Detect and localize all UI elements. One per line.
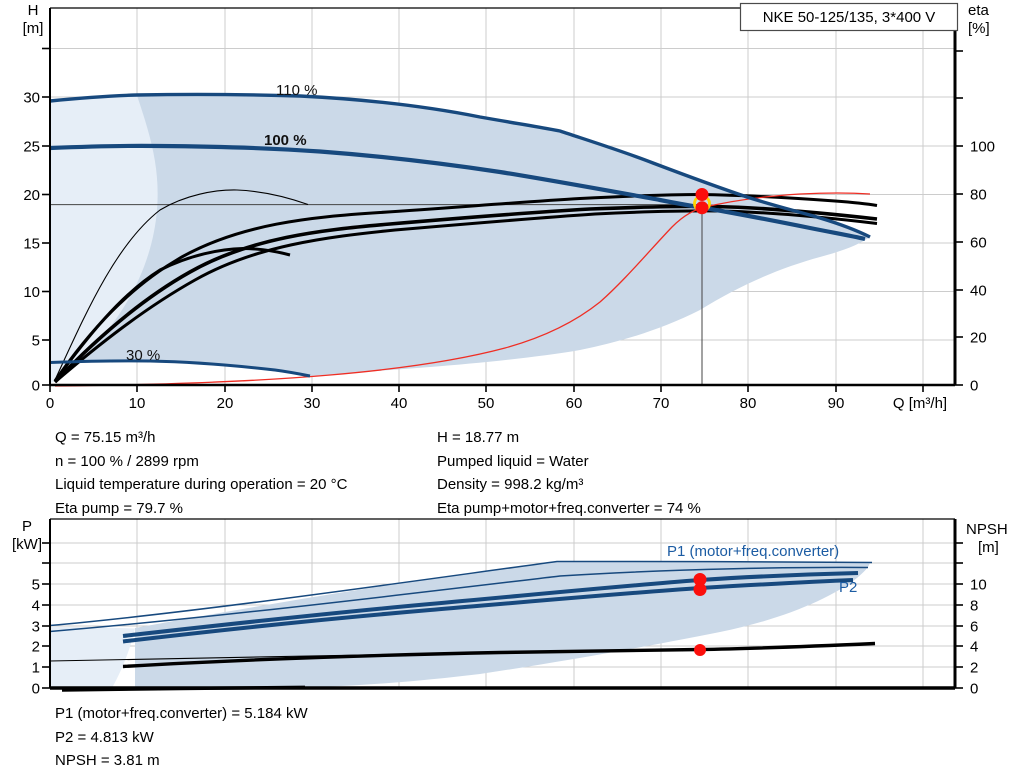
label-speed-30: 30 % — [126, 347, 160, 364]
svg-text:5: 5 — [32, 577, 40, 594]
duty-point-head[interactable] — [695, 201, 709, 215]
bottom-chart-frame — [49, 518, 957, 690]
svg-text:3: 3 — [32, 619, 40, 636]
pump-title-box — [739, 2, 959, 32]
npsh-curve — [122, 641, 876, 669]
p2-curve — [122, 578, 854, 644]
label-speed-100: 100 % — [264, 132, 307, 149]
readout-head: H = 18.77 m — [437, 429, 520, 446]
svg-text:4: 4 — [32, 598, 40, 615]
readout-p2: P2 = 4.813 kW — [55, 728, 154, 746]
svg-text:90: 90 — [828, 395, 845, 412]
npsh-axis-label-unit: [m] — [978, 539, 999, 556]
svg-text:60: 60 — [566, 395, 583, 412]
h-axis-label-unit: [m] — [23, 20, 44, 37]
svg-text:50: 50 — [478, 395, 495, 412]
label-p2-curve: P2 — [839, 579, 857, 596]
svg-text:8: 8 — [970, 598, 978, 615]
top-chart-ticks — [42, 47, 963, 392]
top-chart-frame — [49, 7, 957, 387]
p1-110-boundary-curve — [49, 560, 873, 627]
bottom-chart: 5 4 3 2 1 0 10 8 6 4 2 0 P [kW] NPSH [m]… — [12, 518, 1008, 698]
svg-text:0: 0 — [32, 681, 40, 698]
svg-text:40: 40 — [391, 395, 408, 412]
svg-text:2: 2 — [32, 639, 40, 656]
duty-point-eta-pump[interactable] — [695, 188, 709, 201]
svg-text:15: 15 — [23, 236, 40, 253]
eta-total-curve — [54, 192, 871, 387]
svg-text:6: 6 — [970, 619, 978, 636]
eta-axis-label-symbol: eta — [968, 2, 990, 19]
readout-eta-total: Eta pump+motor+freq.converter = 74 % — [437, 499, 701, 517]
eta-axis-tick-labels: 100 80 60 40 20 0 — [970, 139, 995, 395]
h-axis-label-symbol: H — [28, 2, 39, 19]
readout-eta-pump: Eta pump = 79.7 % — [55, 499, 183, 517]
svg-text:25: 25 — [23, 139, 40, 156]
p-axis-tick-labels: 5 4 3 2 1 0 — [32, 577, 40, 698]
power-readout-block: P1 (motor+freq.converter) = 5.184 kW P2 … — [55, 702, 308, 773]
svg-text:70: 70 — [653, 395, 670, 412]
h-axis-tick-labels: 30 25 20 15 10 5 0 — [23, 90, 40, 395]
speed-curve-100 — [49, 143, 866, 242]
duty-readout-right-column: H = 18.77 m Pumped liquid = Water Densit… — [437, 426, 701, 520]
svg-text:10: 10 — [23, 284, 40, 301]
svg-text:30: 30 — [23, 90, 40, 107]
duty-readout-left-column: Q = 75.15 m³/h n = 100 % / 2899 rpm Liqu… — [55, 426, 347, 520]
p-axis-label-symbol: P — [22, 518, 32, 535]
eta-curve-thin-small — [54, 189, 309, 381]
svg-text:0: 0 — [32, 378, 40, 395]
speed-curve-110 — [49, 92, 871, 239]
bottom-chart-ticks — [42, 542, 963, 689]
label-speed-110: 110 % — [276, 82, 317, 99]
readout-p1: P1 (motor+freq.converter) = 5.184 kW — [55, 705, 308, 722]
p1-curve — [122, 571, 859, 638]
eta-axis-label-unit: [%] — [968, 20, 990, 37]
svg-text:0: 0 — [970, 378, 978, 395]
operating-envelope — [50, 94, 870, 377]
svg-text:100: 100 — [970, 139, 995, 156]
svg-text:1: 1 — [32, 660, 40, 677]
pump-title: NKE 50-125/135, 3*400 V — [763, 9, 936, 26]
p1-aux-curve — [49, 566, 869, 633]
svg-text:30: 30 — [304, 395, 321, 412]
q-axis-tick-labels: 0 10 20 30 40 50 60 70 80 90 — [46, 395, 845, 412]
svg-text:20: 20 — [970, 330, 987, 347]
q-axis-label: Q [m³/h] — [893, 395, 947, 412]
label-p1-curve: P1 (motor+freq.converter) — [667, 543, 839, 560]
svg-text:60: 60 — [970, 235, 987, 252]
duty-point-p1[interactable] — [693, 573, 707, 586]
readout-pumped-liquid: Pumped liquid = Water — [437, 452, 589, 470]
readout-density: Density = 998.2 kg/m³ — [437, 476, 584, 493]
svg-text:10: 10 — [129, 395, 146, 412]
svg-text:80: 80 — [970, 187, 987, 204]
top-chart: 30 25 20 15 10 5 0 100 80 60 40 20 0 0 1… — [23, 2, 995, 412]
npsh-axis-label-symbol: NPSH — [966, 521, 1008, 538]
npsh-axis-tick-labels: 10 8 6 4 2 0 — [970, 577, 987, 698]
readout-flow: Q = 75.15 m³/h — [55, 429, 156, 446]
low-flow-region — [50, 95, 158, 383]
svg-text:40: 40 — [970, 283, 987, 300]
svg-text:20: 20 — [217, 395, 234, 412]
svg-text:0: 0 — [970, 681, 978, 698]
eta-pump-curve — [53, 192, 878, 382]
duty-point-npsh[interactable] — [694, 644, 706, 656]
svg-text:20: 20 — [23, 187, 40, 204]
speed-curve-30 — [49, 359, 311, 378]
power-low-flow-region — [50, 627, 135, 688]
svg-text:80: 80 — [740, 395, 757, 412]
duty-point-p2[interactable] — [693, 583, 707, 596]
svg-text:2: 2 — [970, 660, 978, 677]
readout-liquid-temperature: Liquid temperature during operation = 20… — [55, 476, 348, 493]
p-axis-label-unit: [kW] — [12, 536, 42, 553]
svg-text:0: 0 — [46, 395, 54, 412]
readout-speed: n = 100 % / 2899 rpm — [55, 452, 199, 470]
svg-text:4: 4 — [970, 639, 978, 656]
eta-curve-bundle-a — [53, 204, 878, 384]
svg-text:5: 5 — [32, 333, 40, 350]
readout-npsh: NPSH = 3.81 m — [55, 752, 160, 769]
svg-text:10: 10 — [970, 577, 987, 594]
